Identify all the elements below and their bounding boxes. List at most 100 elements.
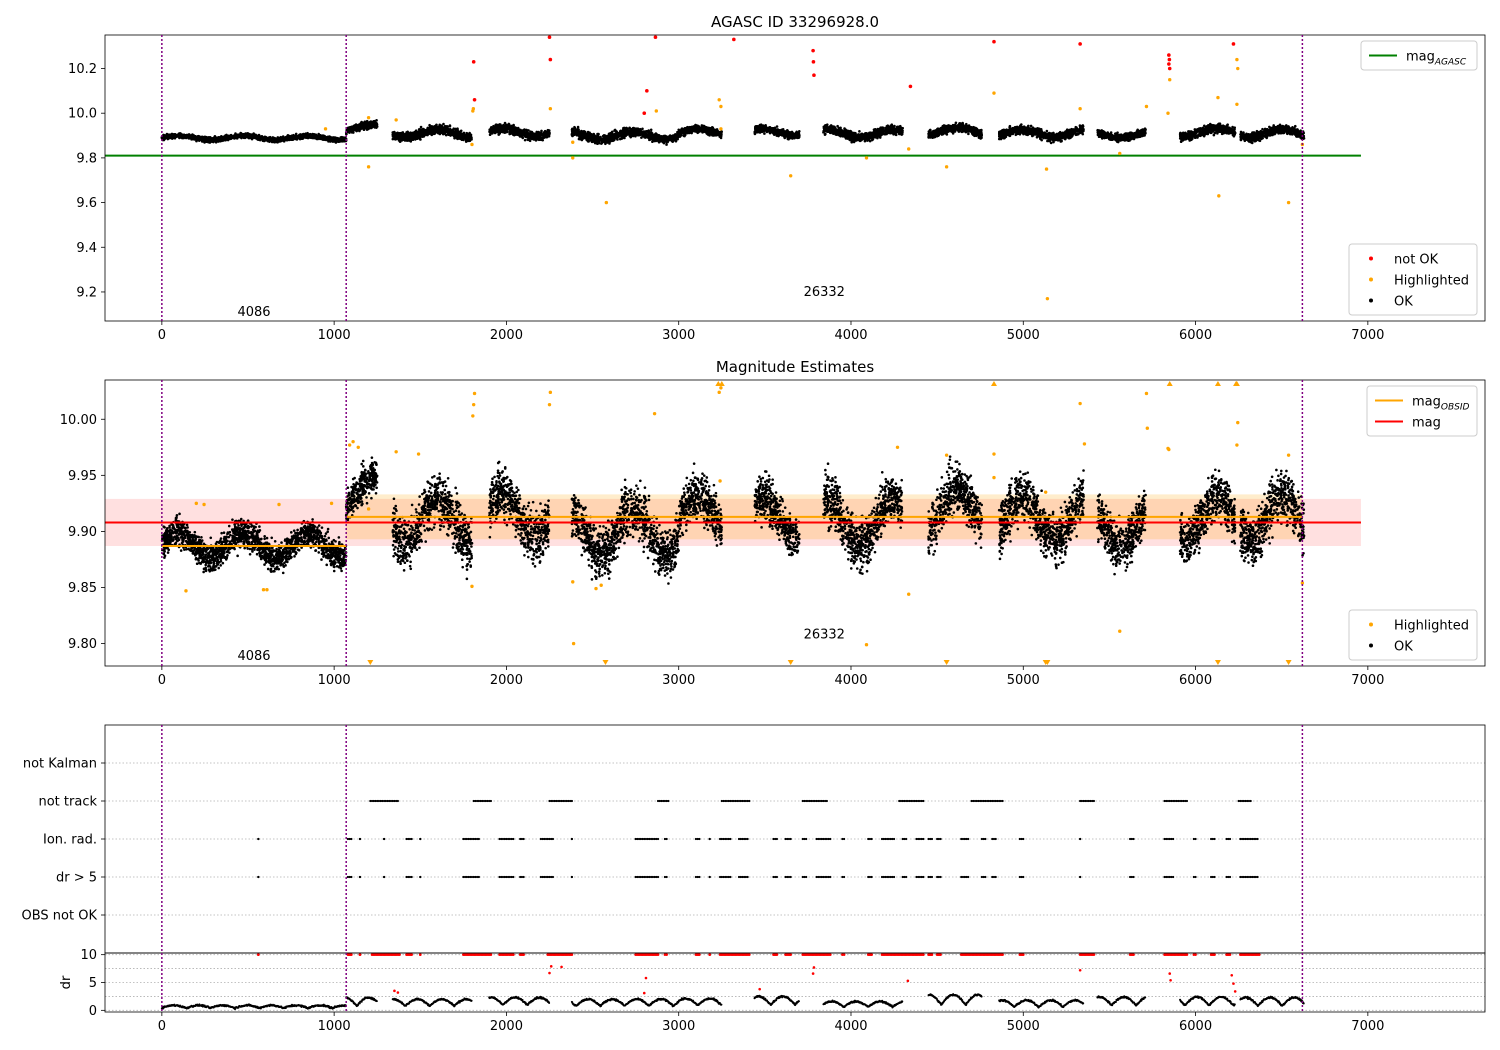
ok-point (261, 139, 265, 143)
ok-point (534, 139, 538, 142)
ok-point (581, 133, 585, 136)
ok-point (180, 133, 183, 137)
ok-point (607, 138, 611, 141)
ok-point (646, 130, 650, 134)
ok-point (292, 134, 296, 138)
ok-point (468, 138, 472, 142)
ok-point (199, 137, 203, 140)
ok-point (201, 140, 204, 143)
ok-point (410, 131, 414, 135)
ok-point (510, 127, 514, 131)
ok-point (714, 129, 717, 132)
ok-point (502, 129, 506, 133)
ok-point (573, 125, 576, 129)
ok-point (428, 128, 431, 132)
ok-point (533, 133, 537, 137)
ok-point (627, 131, 630, 134)
ok-point (570, 132, 574, 135)
ok-point (707, 133, 711, 136)
ok-point (606, 141, 609, 144)
ok-point (420, 129, 423, 133)
ok-point (632, 128, 635, 131)
ok-point (571, 127, 574, 131)
ok-point (407, 132, 411, 136)
ok-point (719, 132, 723, 135)
ok-point (355, 127, 359, 131)
ok-point (318, 134, 321, 138)
ok-point (340, 136, 344, 140)
ok-point (521, 136, 525, 140)
ok-point (433, 132, 436, 135)
ok-point (237, 134, 241, 138)
ok-point (206, 137, 210, 141)
ok-point (192, 134, 195, 138)
ok-point (692, 125, 695, 128)
ok-point (544, 132, 547, 135)
ok-point (579, 132, 582, 136)
ok-point (211, 138, 214, 141)
ok-point (497, 133, 501, 136)
ok-point (455, 135, 459, 139)
ok-point (433, 129, 437, 132)
ok-point (632, 130, 636, 133)
ok-point (438, 123, 441, 127)
ok-point (433, 125, 436, 128)
ok-point (425, 133, 429, 137)
ok-point (600, 141, 604, 145)
ok-point (763, 132, 766, 135)
ok-point (298, 134, 302, 137)
ok-point (282, 138, 286, 141)
ok-point (429, 126, 432, 130)
ok-point (430, 130, 433, 134)
ok-point (580, 138, 584, 142)
ok-point (352, 128, 356, 131)
ok-point (538, 133, 541, 137)
ok-point (195, 139, 198, 143)
ok-point (183, 135, 187, 139)
ok-point (677, 131, 681, 135)
ok-point (522, 132, 526, 135)
ok-point (177, 135, 181, 138)
ok-point (258, 135, 261, 139)
ok-point (407, 139, 411, 142)
ok-point (529, 130, 532, 133)
ok-point (276, 140, 279, 144)
ok-point (643, 135, 646, 139)
ok-point (577, 137, 581, 141)
ok-point (368, 122, 372, 125)
ok-point (597, 140, 600, 144)
ok-point (620, 131, 624, 134)
ok-point (593, 137, 597, 140)
ok-point (497, 128, 501, 132)
ok-point (515, 128, 518, 131)
ok-point (417, 136, 421, 140)
ok-point (505, 128, 508, 132)
ok-point (618, 137, 622, 141)
ok-point (641, 132, 644, 136)
ok-point (246, 132, 250, 136)
ok-point (234, 136, 238, 139)
ok-point (651, 135, 654, 139)
ok-point (248, 136, 252, 140)
ok-point (341, 139, 344, 142)
ok-point (501, 127, 505, 130)
ok-point (469, 135, 473, 139)
ok-point (713, 133, 717, 137)
ok-point (467, 135, 470, 138)
ok-point (166, 134, 170, 137)
ok-point (277, 137, 281, 140)
ok-point (194, 136, 197, 140)
ok-point (397, 139, 401, 142)
ok-point (456, 127, 459, 131)
ok-point (413, 136, 417, 140)
ok-point (441, 130, 445, 133)
ok-point (658, 139, 662, 142)
ok-point (517, 128, 521, 131)
ok-point (162, 137, 165, 141)
ok-point (365, 125, 369, 129)
ok-point (621, 136, 624, 139)
ok-point (665, 137, 669, 140)
ok-point (172, 136, 176, 139)
ok-point (625, 126, 628, 130)
